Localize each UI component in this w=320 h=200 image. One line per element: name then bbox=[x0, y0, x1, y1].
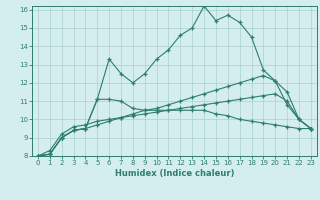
X-axis label: Humidex (Indice chaleur): Humidex (Indice chaleur) bbox=[115, 169, 234, 178]
